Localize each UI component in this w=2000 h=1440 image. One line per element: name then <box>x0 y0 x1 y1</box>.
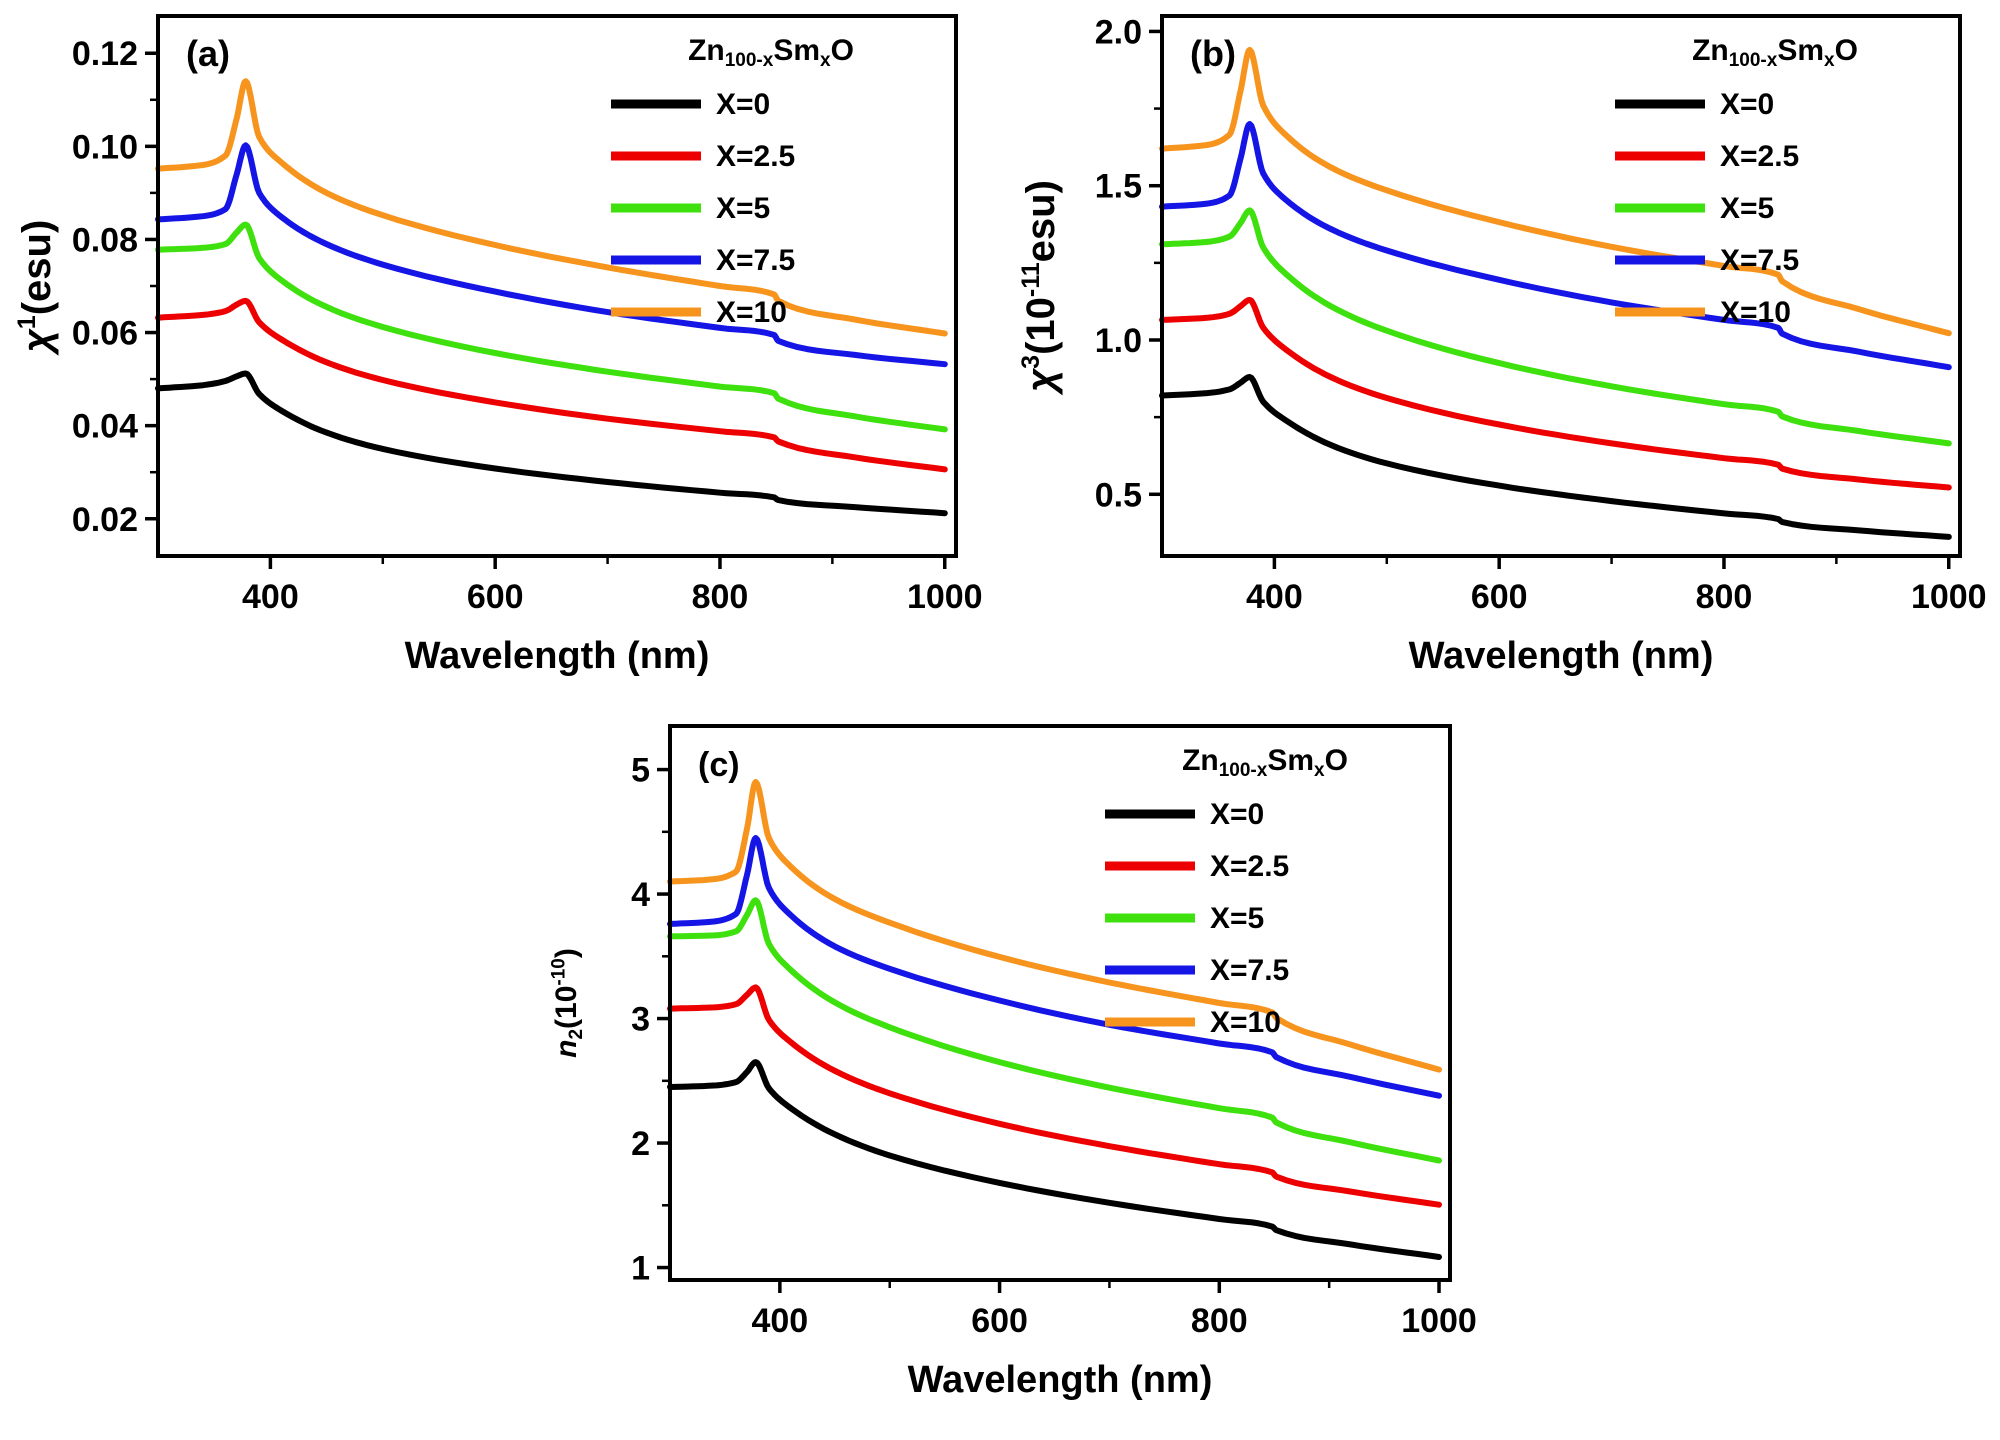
chart-a-canvas: 400 600 800 1000 0.02 0.04 0.06 0.08 0.10 0.12 Wav… <box>8 2 988 702</box>
y-axis-tick-label: 2.0 <box>1095 13 1142 51</box>
legend-label-X=0: X=0 <box>1720 88 1774 121</box>
chart-c-canvas: 400 600 800 1000 1 2 3 4 5 Wavelength (nm) n2(10-1… <box>520 710 1480 1430</box>
legend-label-X=2.5: X=2.5 <box>1210 850 1289 883</box>
y-axis-tick-label: 5 <box>631 752 650 790</box>
x-axis-tick-label: 1000 <box>907 578 983 616</box>
y-axis-tick-label: 4 <box>631 876 650 914</box>
y-axis-tick-label: 1.5 <box>1095 168 1142 206</box>
x-axis-tick-label: 600 <box>467 578 524 616</box>
x-axis-tick-label: 600 <box>971 1302 1028 1340</box>
legend-title: Zn100-xSmxO <box>688 34 854 71</box>
y-axis-tick-label: 0.06 <box>72 315 138 353</box>
x-axis-tick-label: 1000 <box>1911 578 1987 616</box>
y-axis-tick-label: 0.10 <box>72 128 138 166</box>
series-line-X=10 <box>155 78 948 337</box>
legend-title: Zn100-xSmxO <box>1182 744 1348 781</box>
chart-b-canvas: 400 600 800 1000 0.5 1.0 1.5 2.0 Wavelength (nm)… <box>1012 2 1992 702</box>
x-axis-tick-label: 800 <box>692 578 749 616</box>
y-axis-title: χ3(10-11esu) <box>1017 180 1063 396</box>
legend-label-X=0: X=0 <box>716 88 770 121</box>
series-line-X=7.5 <box>155 142 948 368</box>
series-line-X=0 <box>155 370 948 517</box>
x-axis-tick-label: 800 <box>1696 578 1753 616</box>
series-line-X=2.5 <box>155 297 948 473</box>
panel-label: (b) <box>1190 33 1236 74</box>
series-line-X=7.5 <box>667 835 1442 1099</box>
axis-frame <box>1160 14 1962 558</box>
legend-label-X=10: X=10 <box>1210 1006 1281 1039</box>
y-axis-tick-label: 1 <box>631 1250 650 1288</box>
y-axis-tick-label: 2 <box>631 1125 650 1163</box>
legend-label-X=5: X=5 <box>1210 902 1264 935</box>
y-axis-tick-label: 0.5 <box>1095 476 1142 514</box>
legend-label-X=7.5: X=7.5 <box>1210 954 1289 987</box>
legend-label-X=5: X=5 <box>716 192 770 225</box>
y-axis-tick-label: 0.04 <box>72 408 138 446</box>
series-line-X=10 <box>1159 46 1952 337</box>
y-axis-title: χ1(esu) <box>13 220 59 357</box>
axis-frame <box>668 724 1452 1282</box>
top-row: 400 600 800 1000 0.02 0.04 0.06 0.08 0.10 0.12 Wav… <box>0 0 2000 702</box>
legend-label-X=5: X=5 <box>1720 192 1774 225</box>
series-line-X=2.5 <box>1159 296 1952 491</box>
bottom-row: 400 600 800 1000 1 2 3 4 5 Wavelength (nm) n2(10-1… <box>0 702 2000 1430</box>
series-line-X=0 <box>1159 374 1952 540</box>
panel-label: (c) <box>698 746 740 784</box>
legend-label-X=7.5: X=7.5 <box>1720 244 1799 277</box>
legend-title: Zn100-xSmxO <box>1692 34 1858 71</box>
series-line-X=5 <box>155 221 948 433</box>
x-axis-title: Wavelength (nm) <box>405 635 710 677</box>
x-axis-title: Wavelength (nm) <box>908 1359 1213 1401</box>
x-axis-tick-label: 1000 <box>1401 1302 1477 1340</box>
plot-background <box>1012 2 1992 702</box>
x-axis-tick-label: 400 <box>751 1302 808 1340</box>
series-line-X=5 <box>1159 207 1952 447</box>
x-axis-title: Wavelength (nm) <box>1409 635 1714 677</box>
y-axis-tick-label: 3 <box>631 1001 650 1039</box>
series-line-X=10 <box>667 779 1442 1073</box>
y-axis-tick-label: 0.08 <box>72 221 138 259</box>
x-axis-tick-label: 400 <box>242 578 299 616</box>
x-axis-tick-label: 600 <box>1471 578 1528 616</box>
legend-label-X=2.5: X=2.5 <box>1720 140 1799 173</box>
series-line-X=2.5 <box>667 984 1442 1208</box>
panel-label: (a) <box>186 33 230 74</box>
y-axis-tick-label: 0.12 <box>72 35 138 73</box>
x-axis-tick-label: 400 <box>1246 578 1303 616</box>
legend-label-X=2.5: X=2.5 <box>716 140 795 173</box>
x-axis-tick-label: 800 <box>1191 1302 1248 1340</box>
y-axis-title: n2(10-10) <box>549 948 587 1058</box>
legend-label-X=7.5: X=7.5 <box>716 244 795 277</box>
series-line-X=7.5 <box>1159 121 1952 371</box>
legend-label-X=0: X=0 <box>1210 798 1264 831</box>
legend-label-X=10: X=10 <box>716 296 787 329</box>
y-axis-tick-label: 0.02 <box>72 501 138 539</box>
y-axis-tick-label: 1.0 <box>1095 322 1142 360</box>
series-line-X=0 <box>667 1059 1442 1260</box>
legend-label-X=10: X=10 <box>1720 296 1791 329</box>
series-line-X=5 <box>667 897 1442 1164</box>
